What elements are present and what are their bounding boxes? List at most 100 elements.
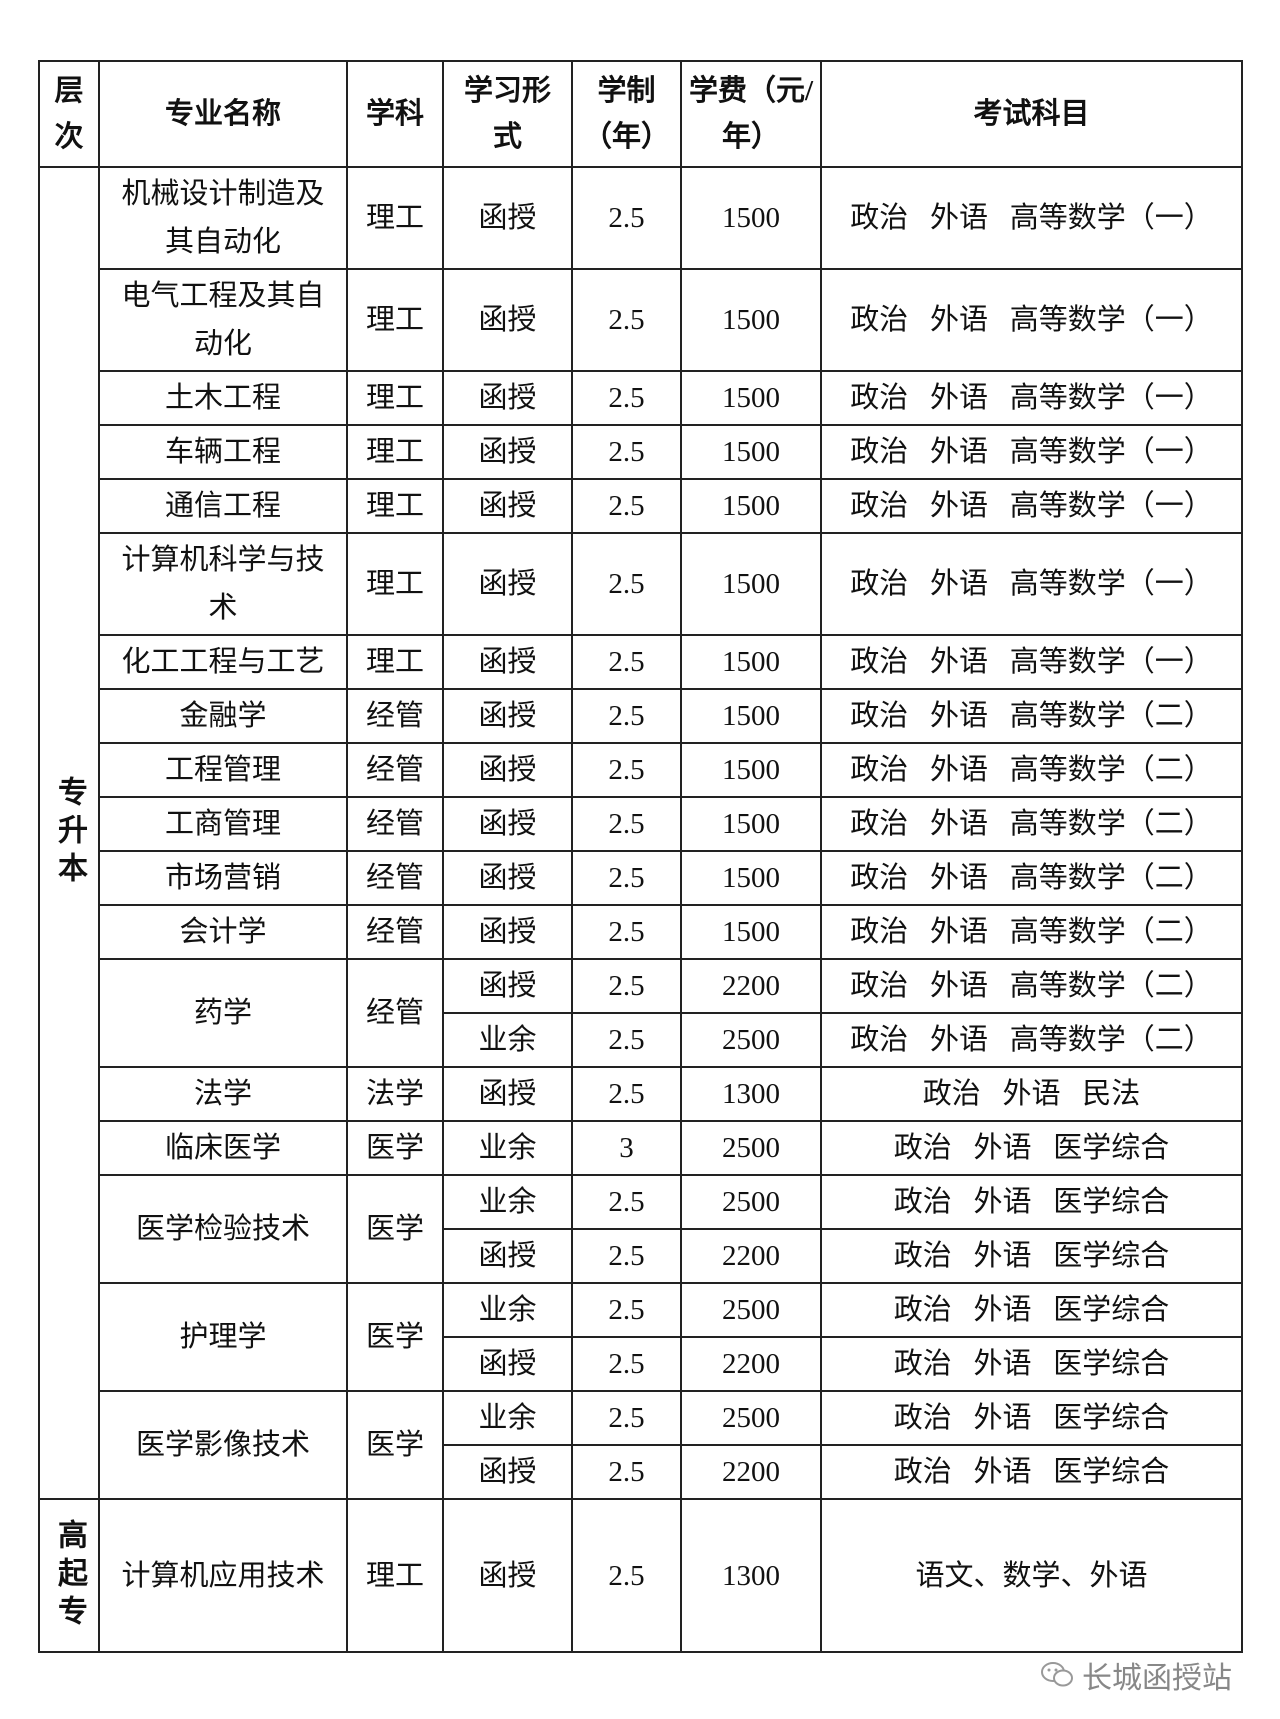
years-cell: 2.5 <box>571 166 682 270</box>
data-row: 专升本 机械设计制造及其自动化 理工 函授 2.5 1500 政治 外语 高等数学（一） <box>38 166 1243 1500</box>
header-cell: 考试科目 <box>820 60 1243 168</box>
data-row: 医学影像技术 医学 业余 2.5 2500 政治 外语 医学综合 <box>39 1390 1243 1500</box>
data-row: 工商管理 经管 函授 2.5 1500 政治 外语 高等数学（二） <box>39 796 1243 852</box>
fee-cell: 2200 <box>680 1336 822 1392</box>
major-name: 工程管理 <box>98 742 348 798</box>
subject: 经管 <box>346 958 444 1068</box>
exam-cell: 政治 外语 医学综合 <box>820 1444 1243 1500</box>
header-cell: 学科 <box>346 60 444 168</box>
exam-cell: 政治 外语 高等数学（一） <box>820 478 1243 534</box>
fee-cell: 1500 <box>680 166 822 270</box>
form-cell: 业余 <box>442 1012 573 1068</box>
form-cell: 函授 <box>442 742 573 798</box>
years-cell: 2.5 <box>571 268 682 372</box>
header-text: 专业名称 <box>164 98 281 130</box>
exam-cell: 语文、数学、外语 <box>820 1498 1243 1653</box>
major-name: 通信工程 <box>98 478 348 534</box>
header-text: 学制 <box>597 75 656 107</box>
fee-cell: 2500 <box>680 1012 822 1068</box>
subject: 理工 <box>346 370 444 426</box>
data-row: 临床医学 医学 业余 3 2500 政治 外语 医学综合 <box>39 1120 1243 1176</box>
exam-cell: 政治 外语 高等数学（一） <box>820 532 1243 636</box>
subject: 经管 <box>346 688 444 744</box>
form-cell: 业余 <box>442 1120 573 1176</box>
watermark-text: 长城函授站 <box>1082 1661 1232 1696</box>
data-row: 函授 2.5 2200 政治 外语 医学综合 <box>39 1228 1243 1284</box>
form-cell: 函授 <box>442 1498 573 1653</box>
major-name: 金融学 <box>98 688 348 744</box>
years-cell: 2.5 <box>571 958 682 1014</box>
major-name: 土木工程 <box>98 370 348 426</box>
form-cell: 函授 <box>442 688 573 744</box>
major-name: 计算机科学与技术 <box>98 532 348 636</box>
fee-cell: 1500 <box>680 532 822 636</box>
subject: 理工 <box>346 532 444 636</box>
fee-cell: 1500 <box>680 634 822 690</box>
subject: 经管 <box>346 904 444 960</box>
data-row: 工程管理 经管 函授 2.5 1500 政治 外语 高等数学（二） <box>39 742 1243 798</box>
data-row: 药学 经管 函授 2.5 2200 政治 外语 高等数学（二） <box>39 958 1243 1068</box>
subject: 理工 <box>346 424 444 480</box>
data-row: 会计学 经管 函授 2.5 1500 政治 外语 高等数学（二） <box>39 904 1243 960</box>
fee-cell: 2500 <box>680 1174 822 1230</box>
years-cell: 2.5 <box>571 904 682 960</box>
years-cell: 2.5 <box>571 1390 682 1446</box>
header-text: 层 <box>54 75 84 107</box>
major-name: 护理学 <box>98 1282 348 1392</box>
form-cell: 函授 <box>442 478 573 534</box>
major-name: 药学 <box>98 958 348 1068</box>
header-text: 学习形 <box>463 75 551 107</box>
subject: 法学 <box>346 1066 444 1122</box>
header-text: 学科 <box>365 98 424 130</box>
exam-cell: 政治 外语 高等数学（二） <box>820 796 1243 852</box>
years-cell: 2.5 <box>571 532 682 636</box>
header-cell: 层次 <box>38 60 100 168</box>
header-text: 学费（元/ <box>688 75 814 107</box>
data-row: 市场营销 经管 函授 2.5 1500 政治 外语 高等数学（二） <box>39 850 1243 906</box>
years-cell: 2.5 <box>571 370 682 426</box>
fee-cell: 1500 <box>680 688 822 744</box>
exam-cell: 政治 外语 高等数学（一） <box>820 268 1243 372</box>
subject: 理工 <box>346 478 444 534</box>
data-row: 高起专 计算机应用技术 理工 函授 2.5 1300 语文、数学、外语 <box>38 1498 1243 1653</box>
watermark: 长城函授站 <box>1040 1653 1232 1697</box>
data-row: 土木工程 理工 函授 2.5 1500 政治 外语 高等数学（一） <box>39 370 1243 426</box>
data-row: 计算机科学与技术 理工 函授 2.5 1500 政治 外语 高等数学（一） <box>39 532 1243 636</box>
exam-cell: 政治 外语 高等数学（二） <box>820 904 1243 960</box>
exam-cell: 政治 外语 医学综合 <box>820 1282 1243 1338</box>
subject: 理工 <box>346 166 444 270</box>
exam-cell: 政治 外语 高等数学（一） <box>820 634 1243 690</box>
years-cell: 2.5 <box>571 1066 682 1122</box>
fee-cell: 2200 <box>680 1444 822 1500</box>
subject: 医学 <box>346 1120 444 1176</box>
years-cell: 2.5 <box>571 424 682 480</box>
years-cell: 2.5 <box>571 688 682 744</box>
major-name: 医学影像技术 <box>98 1390 348 1500</box>
form-cell: 函授 <box>442 1228 573 1284</box>
header-cell: 专业名称 <box>98 60 348 168</box>
data-row: 车辆工程 理工 函授 2.5 1500 政治 外语 高等数学（一） <box>39 424 1243 480</box>
fee-cell: 1500 <box>680 370 822 426</box>
major-name: 市场营销 <box>98 850 348 906</box>
major-name: 法学 <box>98 1066 348 1122</box>
form-cell: 函授 <box>442 796 573 852</box>
major-name: 临床医学 <box>98 1120 348 1176</box>
form-cell: 函授 <box>442 532 573 636</box>
fee-cell: 2200 <box>680 958 822 1014</box>
years-cell: 2.5 <box>571 1444 682 1500</box>
subject: 理工 <box>346 268 444 372</box>
data-row: 函授 2.5 2200 政治 外语 医学综合 <box>39 1336 1243 1392</box>
exam-cell: 政治 外语 高等数学（一） <box>820 424 1243 480</box>
form-cell: 函授 <box>442 1444 573 1500</box>
data-row: 法学 法学 函授 2.5 1300 政治 外语 民法 <box>39 1066 1243 1122</box>
form-cell: 业余 <box>442 1390 573 1446</box>
years-cell: 2.5 <box>571 796 682 852</box>
header-row: 层次专业名称 学科 学习形式学制 （年） 学费（元/年） 考试科目 <box>38 60 1243 168</box>
program-table: 层次专业名称 学科 学习形式学制 （年） 学费（元/年） 考试科目 专升本 机械设计制造及其自… <box>38 60 1243 1653</box>
major-name: 工商管理 <box>98 796 348 852</box>
fee-cell: 1300 <box>680 1498 822 1653</box>
fee-cell: 1500 <box>680 904 822 960</box>
exam-cell: 政治 外语 医学综合 <box>820 1390 1243 1446</box>
form-cell: 函授 <box>442 370 573 426</box>
